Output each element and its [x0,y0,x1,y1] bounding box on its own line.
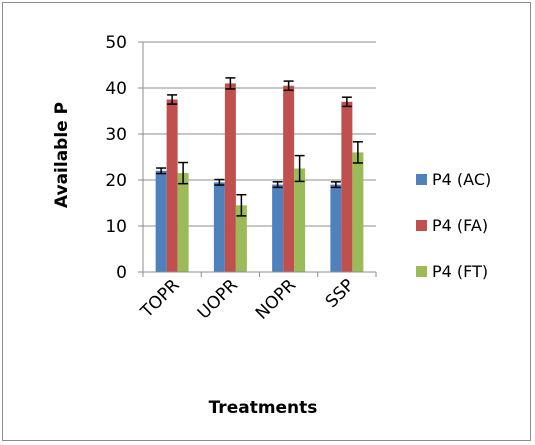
y-axis-label: Available P [52,102,72,208]
bar [294,168,306,272]
y-tick-label: 20 [105,171,127,191]
legend-swatch [416,174,427,185]
bar [224,83,236,273]
x-tick-label: NOPR [252,275,300,323]
x-tick-label: UOPR [194,275,242,323]
x-tick-label: TOPR [136,275,183,322]
y-tick-label: 50 [105,33,127,53]
bar [166,99,178,272]
error-bars [156,77,363,217]
bar [352,152,364,272]
bar [341,101,353,272]
chart-frame [2,2,531,441]
legend-swatch [416,220,427,231]
bar [235,205,247,272]
bars [155,83,364,273]
bar [177,173,189,272]
legend-label: P4 (AC) [432,170,491,189]
y-tick-labels: 0 10 20 30 40 50 [105,33,127,283]
x-tick-label: SSP [322,275,359,312]
y-tick-label: 40 [105,79,127,99]
x-axis-label: Treatments [209,398,318,418]
legend: P4 (AC) P4 (FA) P4 (FT) [416,170,491,281]
bar [155,170,167,272]
legend-label: P4 (FT) [432,262,488,281]
x-tick-labels: TOPR UOPR NOPR SSP [136,275,358,323]
bar [213,182,225,272]
y-tick-label: 10 [105,217,127,237]
bar [330,184,342,272]
legend-swatch [416,266,427,277]
y-tick-label: 30 [105,125,127,145]
axes [138,41,377,277]
legend-label: P4 (FA) [432,216,488,235]
bar [272,184,284,272]
y-tick-label: 0 [116,263,127,283]
bar [283,85,295,272]
